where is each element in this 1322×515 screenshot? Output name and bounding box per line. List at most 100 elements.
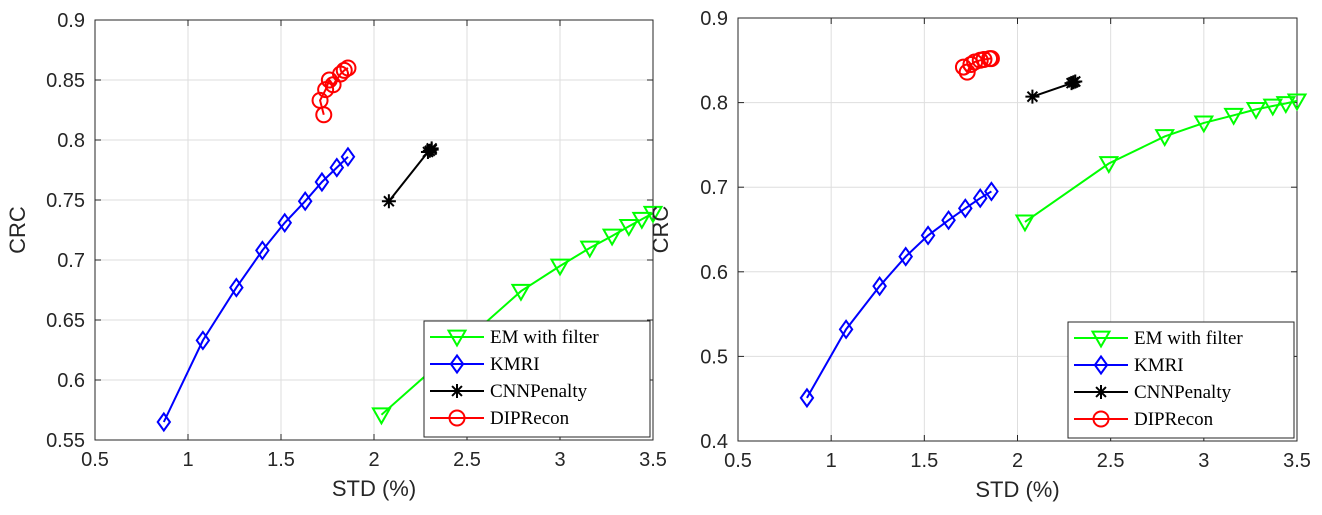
- y-tick-label: 0.9: [57, 10, 85, 32]
- data-point: [799, 387, 815, 409]
- data-point: [1262, 98, 1283, 117]
- legend: EM with filter KMRI CNNPenalty DIPRecon: [1067, 321, 1295, 439]
- series-diprecon: [311, 59, 357, 124]
- y-tick-label: 0.55: [46, 430, 85, 452]
- legend-item: KMRI: [430, 353, 540, 375]
- y-tick-label: 0.5: [700, 346, 728, 368]
- x-tick-label: 3: [554, 449, 565, 471]
- data-point: [920, 225, 936, 246]
- data-point: [381, 194, 396, 209]
- data-point: [339, 59, 357, 77]
- legend-label: DIPRecon: [490, 408, 570, 429]
- x-tick-label: 2: [1012, 450, 1023, 472]
- series-diprecon: [954, 50, 1000, 81]
- legend-marker: [1092, 410, 1110, 428]
- legend-marker: [446, 329, 468, 348]
- data-point: [335, 61, 353, 79]
- x-tick-label: 0.5: [81, 449, 109, 471]
- x-tick-label: 1: [826, 450, 837, 472]
- y-tick-label: 0.65: [46, 310, 85, 332]
- data-point: [579, 240, 600, 259]
- data-point: [255, 240, 270, 261]
- data-point: [195, 330, 211, 351]
- data-point: [311, 91, 329, 109]
- data-point: [1275, 96, 1297, 114]
- y-tick-label: 0.6: [57, 370, 85, 392]
- y-tick-label: 0.7: [700, 177, 728, 199]
- legend-label: CNNPenalty: [490, 381, 588, 402]
- data-point: [957, 198, 973, 219]
- data-point: [340, 146, 356, 168]
- x-tick-label: 1: [182, 449, 193, 471]
- series-line: [162, 156, 349, 423]
- series-line: [388, 148, 433, 202]
- data-point: [631, 211, 653, 230]
- data-point: [975, 50, 993, 68]
- x-tick-label: 2.5: [1097, 450, 1125, 472]
- x-tick-label: 2.5: [453, 449, 481, 471]
- data-point: [838, 319, 854, 340]
- series-em-with-filter: [371, 205, 664, 426]
- data-point: [601, 228, 623, 247]
- y-tick-label: 0.8: [57, 130, 85, 152]
- legend-item: EM with filter: [430, 327, 599, 348]
- legend-item: CNNPenalty: [1074, 382, 1232, 403]
- data-point: [1286, 93, 1308, 112]
- data-point: [314, 171, 330, 193]
- data-point: [898, 246, 914, 267]
- data-point: [954, 58, 972, 76]
- legend-marker: [448, 409, 466, 427]
- y-tick-label: 0.9: [700, 8, 728, 30]
- chart-panel-1: 0.5 1 1.5 2 2.5 3 3.5 0.55 0.6 0.65 0.7 0.75 0.8 0.85…: [5, 10, 667, 501]
- data-point: [424, 141, 439, 156]
- series-cnnpenalty: [381, 141, 439, 209]
- x-axis-title: STD (%): [975, 477, 1059, 502]
- legend-marker: [1094, 385, 1108, 399]
- legend-marker: [1090, 330, 1112, 349]
- series-line: [806, 190, 992, 399]
- data-point: [510, 283, 532, 302]
- legend-label: KMRI: [490, 354, 540, 375]
- series-cnnpenalty: [1025, 74, 1083, 104]
- data-point: [982, 50, 1000, 68]
- x-tick-label: 3: [1198, 450, 1209, 472]
- y-axis-title: CRC: [648, 206, 673, 254]
- x-axis-title: STD (%): [332, 476, 416, 501]
- legend-label: KMRI: [1134, 355, 1184, 376]
- data-point: [277, 212, 293, 234]
- legend-item: KMRI: [1074, 354, 1184, 376]
- legend-label: DIPRecon: [1134, 409, 1214, 430]
- series-kmri: [156, 146, 356, 433]
- plot-frame: [737, 17, 1298, 442]
- x-tick-label: 1.5: [267, 449, 295, 471]
- legend-marker: [1093, 354, 1109, 376]
- legend-label: CNNPenalty: [1134, 382, 1232, 403]
- data-point: [1025, 89, 1040, 104]
- data-point: [1154, 129, 1175, 147]
- y-tick-label: 0.8: [700, 93, 728, 115]
- data-point: [229, 277, 244, 298]
- series-em-with-filter: [1014, 93, 1308, 233]
- data-point: [972, 187, 988, 209]
- legend-item: DIPRecon: [430, 408, 570, 429]
- plot-frame: [94, 19, 654, 441]
- data-point: [1014, 214, 1036, 233]
- data-point: [297, 190, 313, 212]
- data-point: [1245, 101, 1267, 120]
- legend-marker: [449, 353, 465, 375]
- legend-label: EM with filter: [1134, 328, 1243, 349]
- x-tick-label: 3.5: [1283, 450, 1311, 472]
- data-point: [1193, 115, 1215, 134]
- x-tick-label: 0.5: [724, 450, 752, 472]
- x-tick-label: 1.5: [910, 450, 938, 472]
- data-point: [371, 407, 392, 426]
- legend-label: EM with filter: [490, 327, 599, 348]
- legend-marker: [450, 384, 464, 398]
- data-point: [156, 411, 172, 433]
- data-point: [1223, 107, 1244, 126]
- y-tick-label: 0.75: [46, 190, 85, 212]
- data-point: [618, 219, 640, 237]
